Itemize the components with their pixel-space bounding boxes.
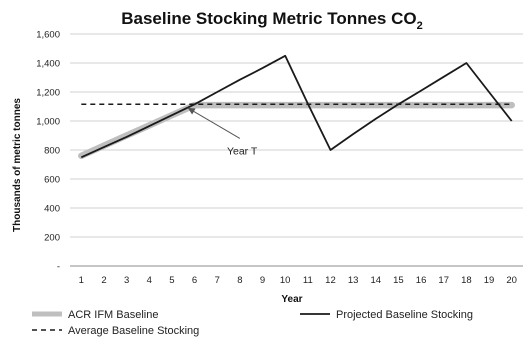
- y-tick-label: 200: [44, 233, 60, 244]
- x-tick-label: 7: [215, 275, 220, 286]
- x-tick-label: 16: [416, 275, 427, 286]
- x-tick-label: 15: [393, 275, 404, 286]
- y-tick-label: 600: [44, 175, 60, 186]
- series-line-thick-gray: [78, 101, 515, 160]
- x-tick-label: 10: [280, 275, 291, 286]
- y-tick-label: -: [57, 262, 60, 273]
- y-tick-label: 1,600: [36, 30, 60, 41]
- legend-label: Average Baseline Stocking: [68, 325, 199, 337]
- y-tick-label: 1,000: [36, 117, 60, 128]
- y-tick-label: 800: [44, 146, 60, 157]
- x-tick-label: 1: [79, 275, 84, 286]
- chart-title-subscript: 2: [417, 20, 423, 32]
- y-tick-label: 400: [44, 204, 60, 215]
- x-tick-label: 6: [192, 275, 197, 286]
- y-tick-label: 1,200: [36, 88, 60, 99]
- x-tick-label: 11: [303, 275, 313, 286]
- chart-title-text: Baseline Stocking Metric Tonnes CO: [121, 9, 416, 28]
- annotation-arrowhead: [187, 107, 196, 115]
- chart-title: Baseline Stocking Metric Tonnes CO2: [121, 9, 422, 32]
- y-axis-title: Thousands of metric tonnes: [12, 98, 23, 232]
- x-tick-label: 17: [438, 275, 449, 286]
- x-tick-label: 5: [169, 275, 174, 286]
- x-tick-label: 12: [325, 275, 336, 286]
- x-axis-title: Year: [281, 294, 302, 305]
- x-tick-label: 14: [370, 275, 381, 286]
- legend-label: Projected Baseline Stocking: [336, 309, 473, 321]
- x-tick-label: 2: [101, 275, 106, 286]
- x-tick-label: 19: [484, 275, 495, 286]
- legend-label: ACR IFM Baseline: [68, 309, 158, 321]
- x-tick-label: 20: [506, 275, 517, 286]
- annotation-label: Year T: [227, 145, 258, 157]
- x-tick-label: 9: [260, 275, 265, 286]
- annotation-arrow-line: [187, 107, 241, 139]
- x-tick-label: 13: [348, 275, 359, 286]
- legend: ACR IFM Baseline Projected Baseline Stock…: [32, 309, 473, 337]
- x-tick-label: 4: [147, 275, 152, 286]
- y-tick-label: 1,400: [36, 59, 60, 70]
- x-tick-label: 8: [237, 275, 242, 286]
- series-line-solid: [80, 54, 513, 159]
- x-tick-label: 18: [461, 275, 472, 286]
- x-tick-label: 3: [124, 275, 129, 286]
